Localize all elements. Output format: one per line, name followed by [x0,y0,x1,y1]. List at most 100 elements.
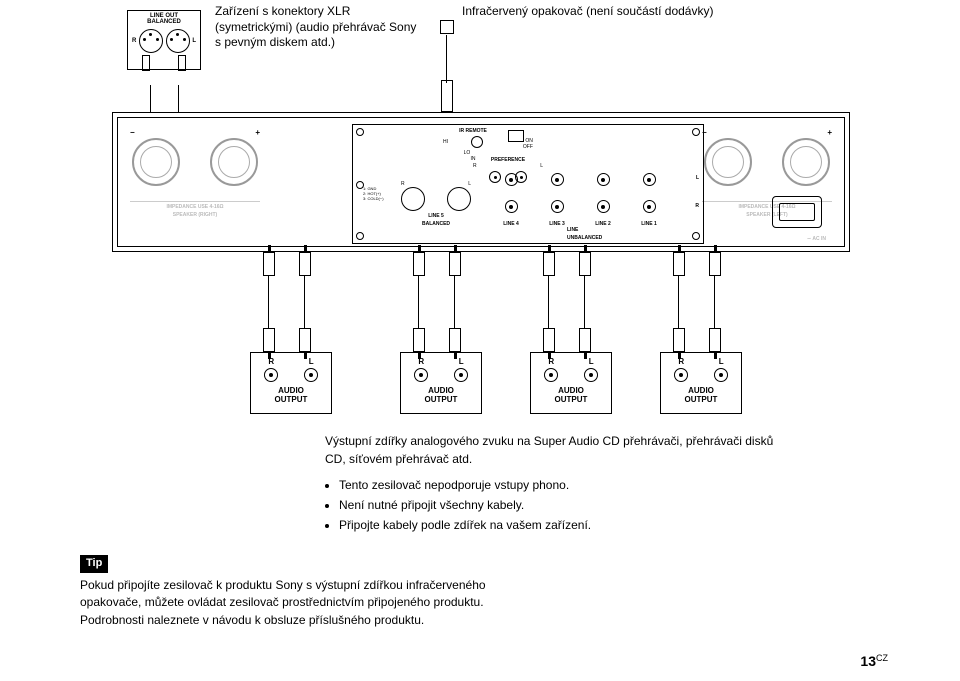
unbalanced-label: UNBALANCED [567,235,602,241]
output-label: OUTPUT [531,395,611,404]
rca-jack-icon [643,173,656,186]
cable-plug-icon [709,252,721,276]
ir-switch: ON OFF [508,130,533,150]
cable-plug-icon [263,328,275,352]
audio-r: R [418,357,424,366]
speaker-right-label: SPEAKER (RIGHT) [130,212,260,218]
impedance-label: IMPEDANCE USE 4-16Ω [130,201,260,210]
top-right-caption: Infračervený opakovač (není součástí dod… [462,4,792,18]
rca-jack-icon [544,368,558,382]
pref-r: R [473,163,477,169]
body-paragraph: Výstupní zdířky analogového zvuku na Sup… [325,432,785,536]
rca-column: LINE 4 [495,173,527,227]
speaker-terminal-right: − + IMPEDANCE USE 4-16Ω SPEAKER (RIGHT) [130,128,260,218]
tip-text: Pokud připojíte zesilovač k produktu Son… [80,577,500,629]
xlr-l-label: L [192,38,196,44]
rca-column: LINE 3 [541,173,573,227]
xlr-line-out-block: LINE OUT BALANCED R L [127,10,201,70]
output-label: OUTPUT [251,395,331,404]
unbalanced-inputs: L R LINE 4LINE 3LINE 2LINE 1 LINE UNBALA… [495,173,695,235]
xlr-input-l [447,187,471,211]
cable-plug-icon [579,252,591,276]
rca-jack-icon [714,368,728,382]
audio-r: R [548,357,554,366]
rca-jack-icon [264,368,278,382]
rca-jack-icon [551,200,564,213]
audio-l: L [719,357,724,366]
rca-r-label: R [695,203,699,209]
line5-label: LINE 5 [401,213,471,219]
audio-l: L [459,357,464,366]
input-module: IR REMOTE HI LO IN ON OFF PR [352,124,704,244]
page-number: 13CZ [860,653,888,669]
rca-l-label: L [696,175,699,181]
xlr-plug-icon [142,55,150,71]
audio-label: AUDIO [251,386,331,395]
terminal-plus: + [255,128,260,137]
audio-output-box: R L AUDIOOUTPUT [530,352,612,414]
rca-jack-icon [304,368,318,382]
tip-tag: Tip [80,555,108,573]
cable-plug-icon [543,328,555,352]
line-label: LINE 4 [495,221,527,227]
cable-plug-icon [673,328,685,352]
rca-jack-icon [505,173,518,186]
body-intro: Výstupní zdířky analogového zvuku na Sup… [325,432,785,468]
audio-output-box: R L AUDIOOUTPUT [250,352,332,414]
rca-jack-icon [597,173,610,186]
ir-hi-label: HI [443,139,448,145]
screw-icon [356,232,364,240]
cable-plug-icon [299,328,311,352]
rca-jack-icon [505,200,518,213]
cable-plug-icon [579,328,591,352]
rca-jack-icon [414,368,428,382]
top-left-caption: Zařízení s konektory XLR (symetrickými) … [215,4,425,51]
audio-l: L [309,357,314,366]
line-group-label: LINE [567,227,578,233]
xlr-title-2: BALANCED [128,19,200,25]
rca-jack-icon [597,200,610,213]
body-bullet-1: Tento zesilovač nepodporuje vstupy phono… [339,476,785,494]
ir-plug-icon [441,80,453,112]
audio-output-box: RLAUDIOOUTPUT [660,352,742,414]
output-label: OUTPUT [661,395,741,404]
xlr-plug-icon [178,55,186,71]
rca-jack-icon [584,368,598,382]
audio-output-box: RLAUDIOOUTPUT [400,352,482,414]
screw-icon [356,128,364,136]
cable-plug-icon [413,252,425,276]
rca-jack-icon [454,368,468,382]
screw-icon [692,128,700,136]
balanced-label: BALANCED [401,221,471,227]
terminal-minus: − [130,128,135,137]
xlr-connector-r [139,29,163,53]
audio-label: AUDIO [531,386,611,395]
cable-plug-icon [413,328,425,352]
ir-repeater-icon [440,20,454,34]
audio-r: R [678,357,684,366]
xlr-r-label: R [132,38,136,44]
line-label: LINE 1 [633,221,665,227]
terminal-plus: + [827,128,832,137]
cable-plug-icon [449,252,461,276]
cable-plug-icon [299,252,311,276]
binding-post-icon [210,138,258,186]
cable-plug-icon [709,328,721,352]
xlr-connector-l [166,29,190,53]
ac-in-label: ∼ AC IN [807,236,826,242]
audio-r: R [268,357,274,366]
rca-column: LINE 2 [587,173,619,227]
cable-plug-icon [543,252,555,276]
rca-jack-icon [643,200,656,213]
binding-post-icon [782,138,830,186]
rca-column: LINE 1 [633,173,665,227]
amplifier-rear-panel: − + IMPEDANCE USE 4-16Ω SPEAKER (RIGHT) … [112,112,850,252]
cable-plug-icon [263,252,275,276]
cable-plug-icon [449,328,461,352]
ir-lo-label: LO [464,150,471,156]
rca-jack-icon [674,368,688,382]
audio-l: L [589,357,594,366]
body-bullet-2: Není nutné připojit všechny kabely. [339,496,785,514]
cable-plug-icon [673,252,685,276]
audio-label: AUDIO [401,386,481,395]
